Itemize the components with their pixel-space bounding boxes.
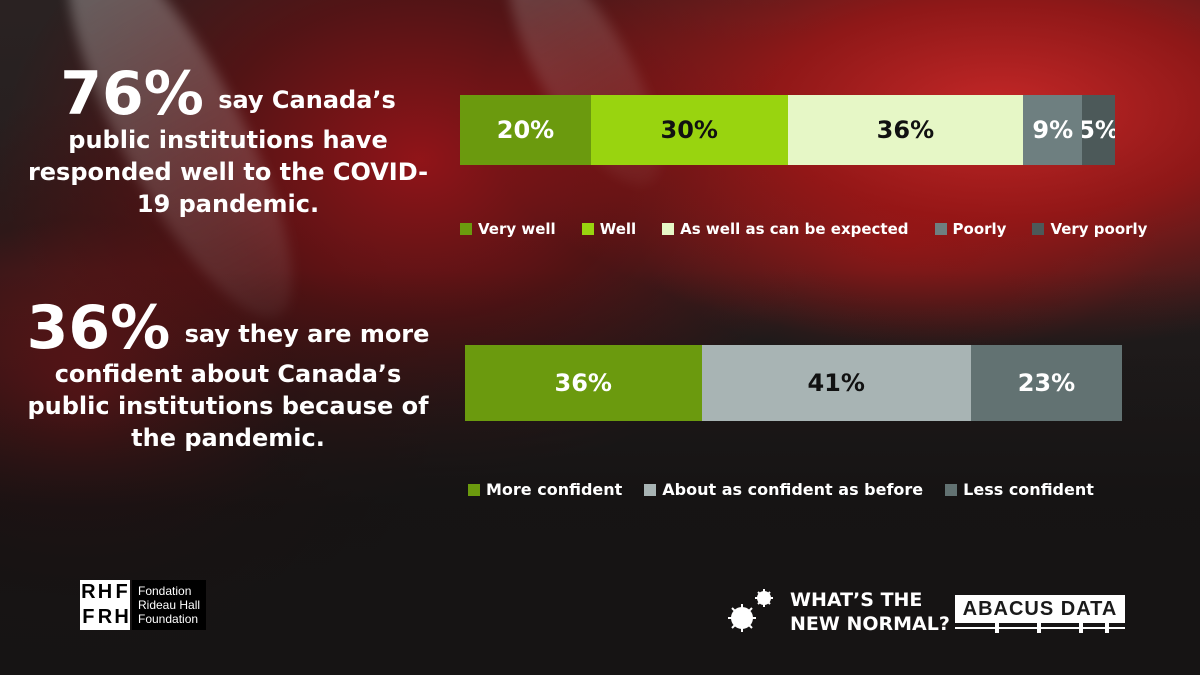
legend-label: Very poorly <box>1050 220 1148 238</box>
legend-confidence: More confident About as confident as befo… <box>468 480 1094 499</box>
data-label: 36% <box>554 369 612 397</box>
legend-label: Very well <box>478 220 556 238</box>
rhf-text-line: Rideau Hall <box>138 598 201 612</box>
legend-swatch <box>662 223 675 235</box>
rhf-text-line: Foundation <box>138 612 199 626</box>
rhf-mark-letter: R <box>81 581 96 603</box>
bar-segment-more-confident: 36% <box>465 345 702 421</box>
bar-segment-less-confident: 23% <box>970 345 1122 421</box>
bar-segment-poorly: 9% <box>1023 95 1083 165</box>
legend-swatch <box>581 223 594 235</box>
abacus-data-logo: ABACUS DATA <box>955 595 1125 639</box>
new-normal-logo: WHAT’S THE NEW NORMAL? <box>722 586 950 638</box>
legend-swatch <box>945 483 958 496</box>
data-label: 20% <box>496 116 555 144</box>
bar-segment-well: 30% <box>591 95 788 165</box>
legend-swatch <box>644 483 657 496</box>
legend-label: As well as can be expected <box>680 220 909 238</box>
rhf-mark-letter: R <box>97 606 113 628</box>
new-normal-line-1: WHAT’S THE <box>790 589 923 611</box>
rhf-mark-letter: H <box>114 606 129 628</box>
new-normal-line-2: NEW NORMAL? <box>790 613 950 635</box>
rhf-text-line: Fondation <box>138 584 192 598</box>
legend-swatch <box>468 483 480 496</box>
stat-2-text-lead: say they are <box>184 320 352 348</box>
stacked-bar-confidence: 36% 41% 23% <box>465 345 1122 421</box>
legend-swatch <box>934 223 947 235</box>
data-label: 5% <box>1082 116 1115 144</box>
legend-item: As well as can be expected <box>662 220 909 238</box>
legend-item: Well <box>581 220 637 238</box>
rhf-mark-letter: F <box>82 606 95 628</box>
virus-icon <box>728 589 773 632</box>
legend-item: Less confident <box>945 480 1094 499</box>
stat-1-value: 76% <box>60 59 204 129</box>
legend-label: Well <box>599 220 637 238</box>
bar-segment-about-as-confident-as-before: 41% <box>701 345 971 421</box>
stat-1-text-rest: public institutions have responded well … <box>27 126 429 218</box>
headline-stat-1: 76% say Canada’s public institutions hav… <box>18 64 438 220</box>
legend-swatch <box>460 223 472 235</box>
bar-segment-very-well: 20% <box>460 95 591 165</box>
data-label: 23% <box>1017 369 1076 397</box>
legend-response: Very well Well As well as can be expected P… <box>460 220 1147 238</box>
stat-1-text-lead: say Canada’s <box>218 86 396 114</box>
data-label: 9% <box>1032 116 1074 144</box>
legend-item: Poorly <box>934 220 1007 238</box>
legend-item: About as confident as before <box>644 480 923 499</box>
rhf-mark-letter: H <box>97 581 113 603</box>
bar-segment-as-well-as-can-be-expected: 36% <box>787 95 1024 165</box>
stat-2-value: 36% <box>26 293 171 363</box>
rhf-logo-text: Fondation Rideau Hall Foundation <box>132 580 207 630</box>
legend-item: Very poorly <box>1032 220 1147 238</box>
data-label: 36% <box>876 116 935 144</box>
legend-item: More confident <box>468 480 622 499</box>
headline-stat-2: 36% say they are more confident about Ca… <box>18 298 438 454</box>
abacus-data-wordmark: ABACUS DATA <box>955 595 1125 623</box>
data-label: 30% <box>660 116 718 144</box>
legend-item: Very well <box>460 220 556 238</box>
rhf-mark-letter: F <box>115 581 128 603</box>
legend-label: About as confident as before <box>662 480 924 499</box>
abacus-rule <box>955 623 1125 639</box>
legend-swatch <box>1032 223 1045 235</box>
legend-label: More confident <box>486 480 623 499</box>
legend-label: Less confident <box>963 480 1094 499</box>
legend-label: Poorly <box>952 220 1007 238</box>
bar-segment-very-poorly: 5% <box>1082 95 1115 165</box>
stacked-bar-response: 20% 30% 36% 9% 5% <box>460 95 1115 165</box>
stat-2-text-rest: more confident about Canada’s public ins… <box>27 320 430 452</box>
data-label: 41% <box>807 369 865 397</box>
